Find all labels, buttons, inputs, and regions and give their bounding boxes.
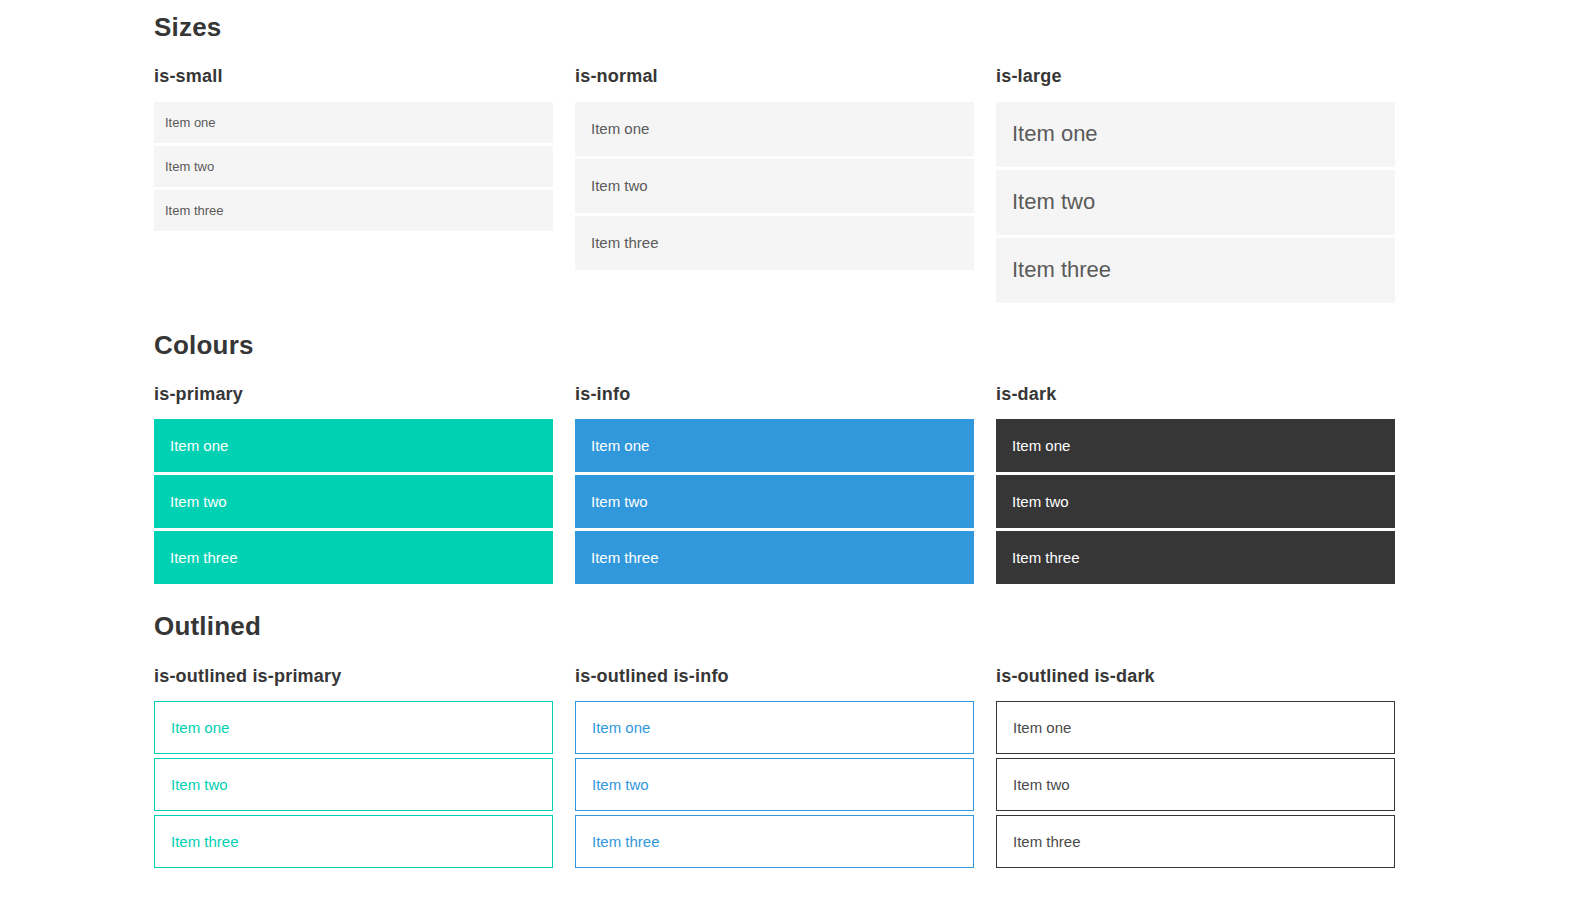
group-is-small: is-small Item one Item two Item three (154, 65, 553, 306)
demo-list-dark: Item one Item two Item three (996, 419, 1395, 584)
group-label: is-primary (154, 383, 553, 406)
demo-list-outlined-dark: Item one Item two Item three (996, 701, 1395, 868)
group-is-large: is-large Item one Item two Item three (996, 65, 1395, 306)
demo-list-outlined-info: Item one Item two Item three (575, 701, 974, 868)
list-item: Item three (154, 531, 553, 584)
list-item: Item one (996, 102, 1395, 167)
list-item: Item one (575, 701, 974, 754)
group-is-outlined-is-dark: is-outlined is-dark Item one Item two It… (996, 665, 1395, 873)
list-item: Item two (154, 475, 553, 528)
list-item: Item three (575, 815, 974, 868)
list-item: Item two (575, 475, 974, 528)
list-item: Item two (996, 758, 1395, 811)
list-item: Item two (996, 170, 1395, 235)
list-item: Item two (575, 758, 974, 811)
colours-groups-row: is-primary Item one Item two Item three … (154, 383, 1595, 588)
group-is-outlined-is-info: is-outlined is-info Item one Item two It… (575, 665, 974, 873)
list-item: Item three (575, 216, 974, 270)
group-label: is-outlined is-info (575, 665, 974, 688)
section-colours: Colours is-primary Item one Item two Ite… (154, 330, 1595, 588)
group-is-outlined-is-primary: is-outlined is-primary Item one Item two… (154, 665, 553, 873)
list-item: Item one (996, 701, 1395, 754)
list-item: Item three (154, 815, 553, 868)
list-item: Item one (154, 701, 553, 754)
group-is-dark: is-dark Item one Item two Item three (996, 383, 1395, 588)
group-is-info: is-info Item one Item two Item three (575, 383, 974, 588)
group-is-primary: is-primary Item one Item two Item three (154, 383, 553, 588)
demo-list-normal: Item one Item two Item three (575, 102, 974, 270)
group-label: is-normal (575, 65, 974, 88)
list-item: Item one (154, 419, 553, 472)
list-item: Item one (575, 102, 974, 156)
group-label: is-info (575, 383, 974, 406)
component-showcase: Sizes is-small Item one Item two Item th… (0, 0, 1595, 872)
section-title: Colours (154, 330, 1595, 361)
section-sizes: Sizes is-small Item one Item two Item th… (154, 12, 1595, 306)
group-is-normal: is-normal Item one Item two Item three (575, 65, 974, 306)
demo-list-outlined-primary: Item one Item two Item three (154, 701, 553, 868)
list-item: Item three (996, 531, 1395, 584)
sizes-groups-row: is-small Item one Item two Item three is… (154, 65, 1595, 306)
list-item: Item one (575, 419, 974, 472)
group-label: is-outlined is-primary (154, 665, 553, 688)
section-title: Sizes (154, 12, 1595, 43)
list-item: Item one (154, 102, 553, 143)
list-item: Item three (996, 238, 1395, 303)
list-item: Item two (996, 475, 1395, 528)
section-title: Outlined (154, 611, 1595, 642)
group-label: is-outlined is-dark (996, 665, 1395, 688)
demo-list-info: Item one Item two Item three (575, 419, 974, 584)
group-label: is-small (154, 65, 553, 88)
section-outlined: Outlined is-outlined is-primary Item one… (154, 611, 1595, 872)
list-item: Item three (575, 531, 974, 584)
group-label: is-large (996, 65, 1395, 88)
list-item: Item one (996, 419, 1395, 472)
demo-list-primary: Item one Item two Item three (154, 419, 553, 584)
demo-list-large: Item one Item two Item three (996, 102, 1395, 303)
group-label: is-dark (996, 383, 1395, 406)
list-item: Item two (154, 758, 553, 811)
list-item: Item two (154, 146, 553, 187)
list-item: Item three (996, 815, 1395, 868)
list-item: Item two (575, 159, 974, 213)
list-item: Item three (154, 190, 553, 231)
demo-list-small: Item one Item two Item three (154, 102, 553, 231)
outlined-groups-row: is-outlined is-primary Item one Item two… (154, 665, 1595, 873)
